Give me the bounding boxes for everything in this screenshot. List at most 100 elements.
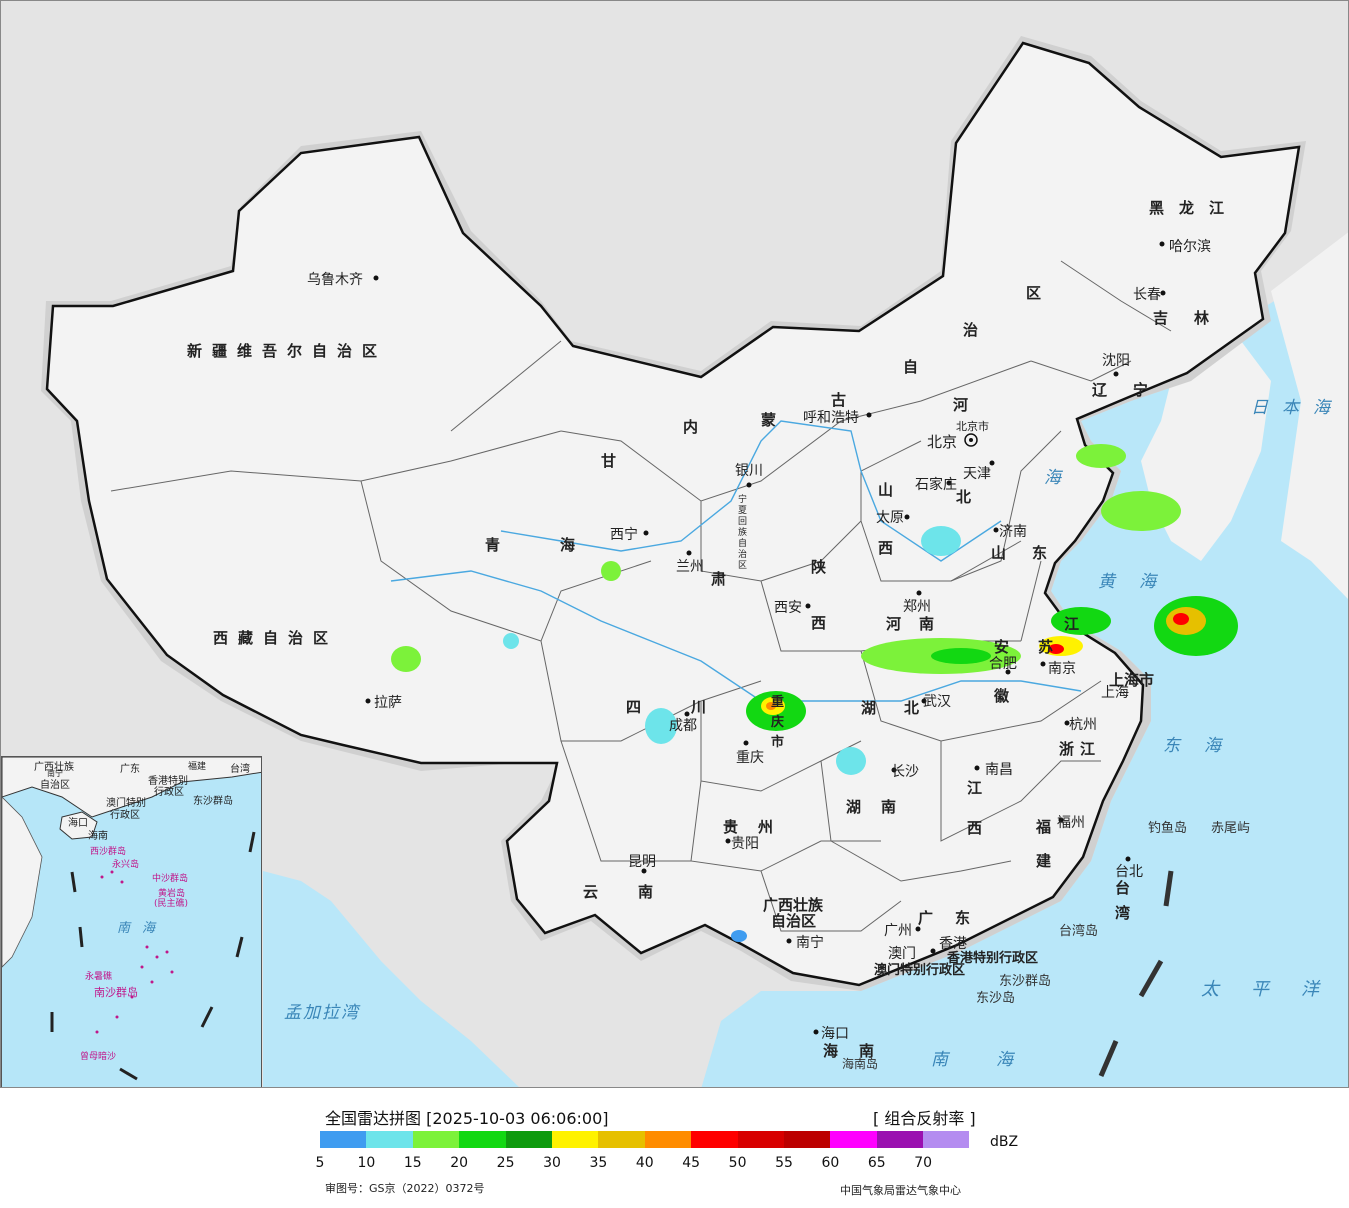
inset-vietnam bbox=[2, 796, 43, 968]
inset-label-haikou: 海口 bbox=[68, 818, 88, 829]
province-label-fujian-2: 建 bbox=[1036, 852, 1062, 870]
color-swatch bbox=[737, 1131, 784, 1148]
city-label-nanjing: 南京 bbox=[1048, 661, 1076, 677]
sea-label-yellow: 黄海 bbox=[1098, 572, 1180, 592]
province-label-shaanxi-1: 陕 bbox=[811, 558, 837, 576]
inset-land bbox=[2, 757, 261, 818]
inset-label-nanning: 南宁 bbox=[47, 769, 63, 778]
inset-label-minzhu: (民主礁) bbox=[154, 899, 189, 909]
province-label-macau: 澳门特别行政区 bbox=[874, 963, 966, 978]
inset-label-dongsha: 东沙群岛 bbox=[193, 796, 233, 807]
province-label-jiangxi-1: 江 bbox=[967, 779, 993, 797]
color-swatch bbox=[366, 1131, 413, 1148]
inset-label-hongkong: 香港特别 bbox=[148, 776, 188, 787]
sea-label-east: 东海 bbox=[1163, 736, 1245, 756]
color-scale-tick: 15 bbox=[403, 1155, 422, 1171]
sea-label-bengal: 孟加拉湾 bbox=[284, 1003, 360, 1023]
color-swatch bbox=[691, 1131, 738, 1148]
province-label-taiwan-2: 湾 bbox=[1115, 904, 1141, 922]
inset-label-guangxi: 广西壮族 bbox=[34, 762, 74, 773]
inset-label-nansha: 南沙群岛 bbox=[94, 986, 138, 999]
inset-dash-line bbox=[50, 831, 256, 1081]
china-land bbox=[45, 41, 1301, 987]
province-label-yunnan: 云南 bbox=[583, 883, 694, 901]
south-china-sea-inset: 广西壮族 自治区 南宁 广东 福建 台湾 香港特别 行政区 澳门特别 行政区 东… bbox=[1, 756, 262, 1087]
color-scale-tick: 40 bbox=[635, 1155, 654, 1171]
city-label-guangzhou: 广州 bbox=[884, 923, 912, 939]
inset-label-yongxing: 永兴岛 bbox=[112, 860, 140, 870]
city-label-zhengzhou: 郑州 bbox=[903, 599, 931, 615]
color-scale-tick: 20 bbox=[450, 1155, 469, 1171]
city-label-xining: 西宁 bbox=[610, 527, 638, 543]
inset-label-fujian: 福建 bbox=[188, 762, 207, 772]
city-label-shenyang: 沈阳 bbox=[1102, 353, 1130, 369]
color-swatch bbox=[830, 1131, 877, 1148]
province-label-jiangxi-2: 西 bbox=[967, 819, 993, 837]
province-label-fujian-1: 福 bbox=[1036, 818, 1062, 836]
color-scale-tick: 5 bbox=[315, 1155, 325, 1171]
city-label-nanchang: 南昌 bbox=[985, 762, 1013, 778]
province-label-henan: 河南 bbox=[886, 615, 953, 633]
city-label-lhasa: 拉萨 bbox=[374, 695, 402, 711]
province-label-anhui-1: 安 bbox=[994, 638, 1020, 656]
inset-islands bbox=[95, 870, 174, 1034]
province-label-shanghai: 上海市 bbox=[1109, 671, 1155, 689]
province-label-chongqing: 重庆市 bbox=[771, 695, 785, 750]
color-swatch bbox=[320, 1131, 367, 1148]
inset-label-macau: 澳门特别 bbox=[106, 798, 146, 809]
color-scale-tick: 55 bbox=[775, 1155, 793, 1171]
province-label-neimenggu-3: 古 bbox=[831, 391, 857, 409]
city-label-chengdu: 成都 bbox=[669, 718, 697, 734]
city-label-xian: 西安 bbox=[774, 600, 802, 616]
color-scale-tick: 50 bbox=[728, 1155, 747, 1171]
map-approval-number: 审图号：GS京（2022）0372号 bbox=[325, 1182, 485, 1195]
city-label-changsha: 长沙 bbox=[891, 764, 919, 780]
city-label-taiyuan: 太原 bbox=[876, 510, 904, 526]
legend-title: 全国雷达拼图 [2025-10-03 06:06:00] bbox=[325, 1109, 609, 1128]
city-label-urumqi: 乌鲁木齐 bbox=[307, 272, 363, 288]
province-label-taiwan-1: 台 bbox=[1115, 879, 1141, 897]
province-label-xizang: 西藏自治区 bbox=[213, 629, 339, 647]
province-label-liaoning: 辽宁 bbox=[1092, 381, 1175, 399]
province-label-neimenggu-5: 治 bbox=[963, 321, 989, 339]
province-label-shaanxi-2: 西 bbox=[811, 614, 837, 632]
inset-label-taiwan: 台湾 bbox=[230, 764, 250, 775]
city-label-fuzhou: 福州 bbox=[1057, 815, 1085, 831]
island-label-taiwan: 台湾岛 bbox=[1059, 924, 1099, 939]
city-label-jinan: 济南 bbox=[999, 524, 1027, 540]
city-label-haikou: 海口 bbox=[821, 1026, 849, 1042]
city-label-lanzhou: 兰州 bbox=[676, 559, 704, 575]
province-label-guangdong: 广东 bbox=[918, 909, 993, 927]
city-label-changchun: 长春 bbox=[1133, 287, 1161, 303]
color-swatch bbox=[876, 1131, 924, 1148]
city-label-nanning: 南宁 bbox=[796, 935, 824, 951]
sea-label-japan: 日本海 bbox=[1251, 398, 1344, 418]
color-scale-tick: 25 bbox=[496, 1155, 515, 1171]
inset-label-guangdong: 广东 bbox=[120, 764, 140, 775]
province-label-hainan-2: 南 bbox=[859, 1042, 885, 1060]
rivers bbox=[390, 420, 1082, 702]
sea-label-bohai: 海 bbox=[1044, 468, 1075, 488]
province-label-shanxi-2: 西 bbox=[878, 539, 904, 557]
city-label-hongkong: 香港 bbox=[939, 936, 967, 952]
city-label-harbin: 哈尔滨 bbox=[1169, 239, 1211, 255]
inset-label-zhongsha: 中沙群岛 bbox=[152, 874, 189, 884]
province-label-ningxia: 宁夏回族自治区 bbox=[738, 495, 748, 571]
inset-label-hainan: 海南 bbox=[88, 831, 108, 842]
inset-label-south-sea: 南海 bbox=[117, 921, 168, 936]
color-scale-tick: 65 bbox=[867, 1155, 886, 1171]
province-label-guizhou: 贵州 bbox=[723, 818, 794, 836]
color-swatch bbox=[783, 1131, 831, 1148]
sea-label-south: 南海 bbox=[931, 1050, 1061, 1070]
inset-label-macau-2: 行政区 bbox=[110, 810, 140, 821]
city-label-shanghai: 上海 bbox=[1101, 685, 1129, 701]
color-swatch bbox=[551, 1131, 599, 1148]
province-label-zhejiang: 浙江 bbox=[1059, 740, 1102, 758]
province-label-qinghai: 青海 bbox=[485, 536, 636, 554]
radar-map: 新疆维吾尔自治区 西藏自治区 青海 甘 肃 内 蒙 古 自 治 区 黑龙江 吉林… bbox=[0, 0, 1349, 1088]
sea-label-pacific: 太平洋 bbox=[1201, 979, 1349, 1000]
island-label-dongsha: 东沙岛 bbox=[976, 991, 1016, 1006]
province-label-shanxi-1: 山 bbox=[878, 481, 904, 499]
inset-label-hongkong-2: 行政区 bbox=[154, 787, 184, 798]
legend-panel: 全国雷达拼图 [2025-10-03 06:06:00] [ 组合反射率 ] d… bbox=[0, 1088, 1349, 1208]
